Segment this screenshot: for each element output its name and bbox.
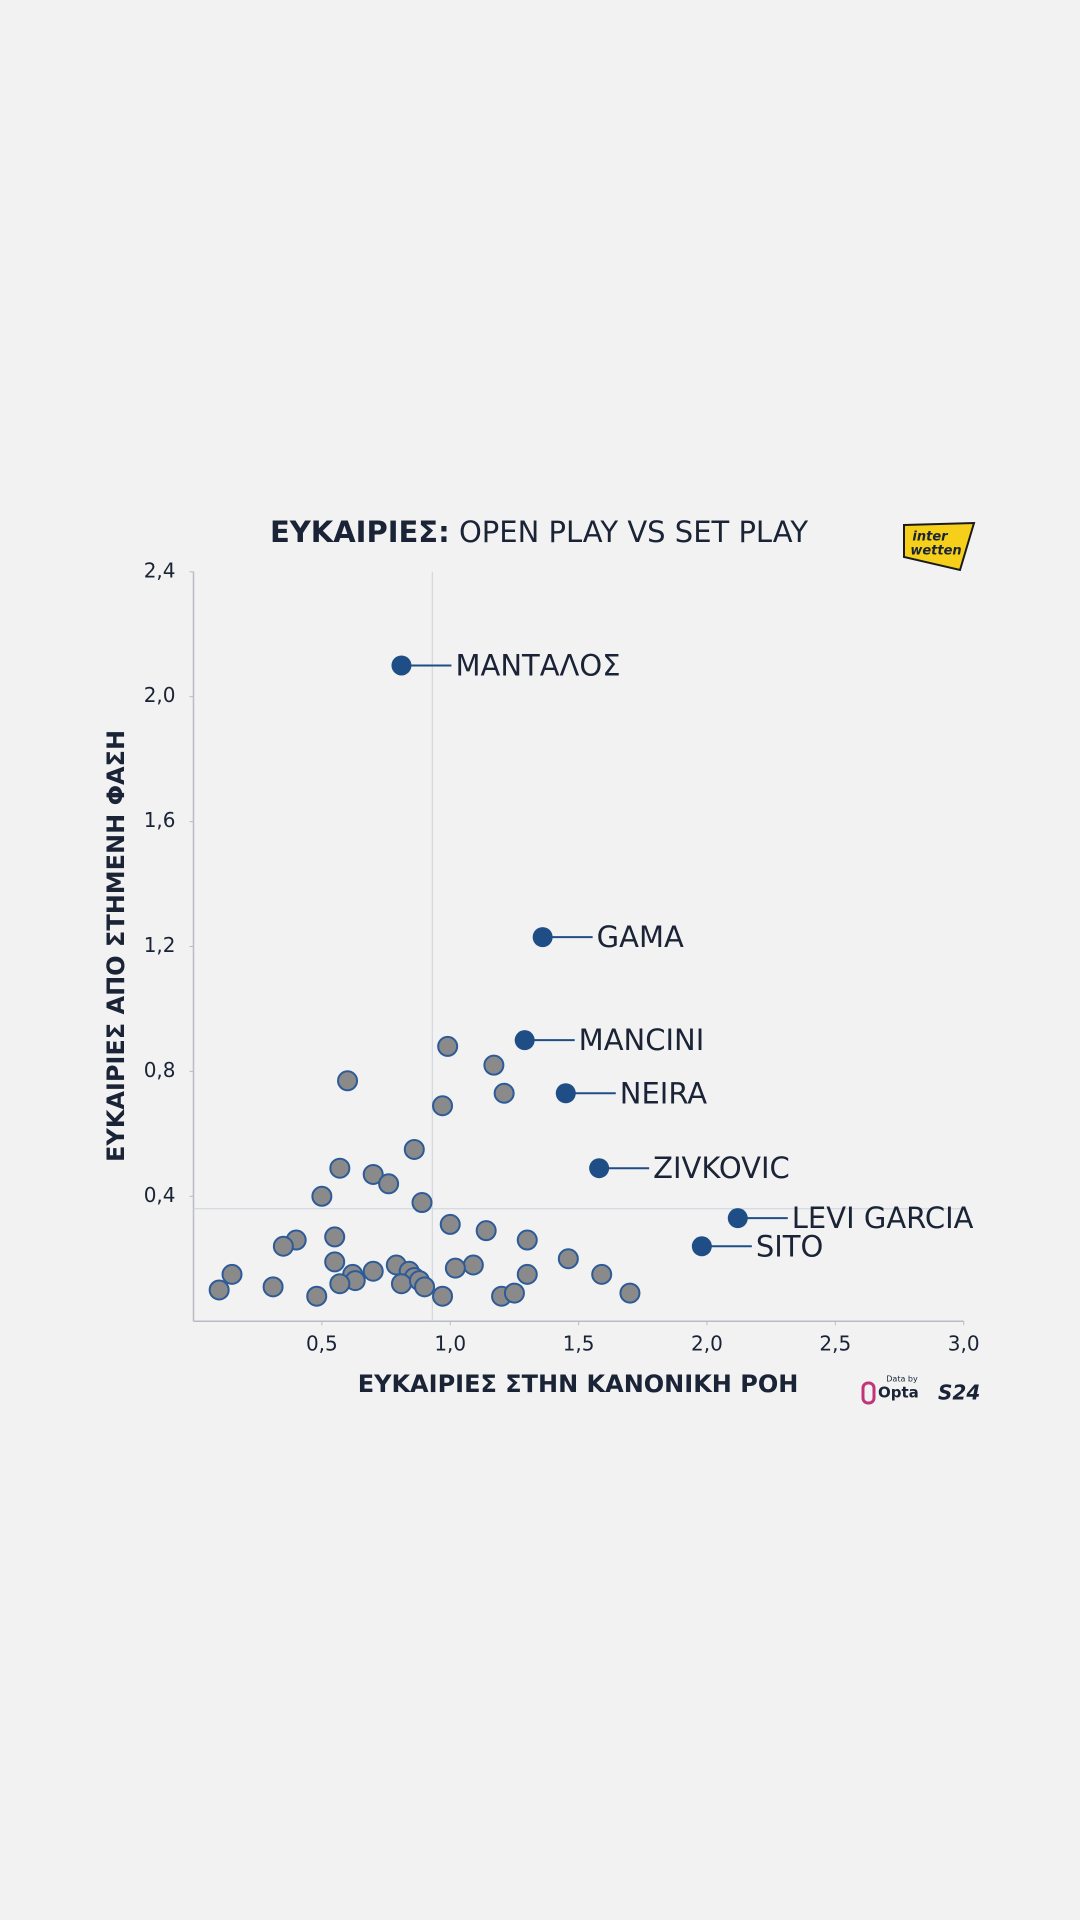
opta-icon <box>861 1381 876 1405</box>
point <box>378 1173 400 1195</box>
point <box>221 1263 243 1285</box>
point <box>362 1260 384 1282</box>
y-tick-label: 2,4 <box>144 558 176 582</box>
point <box>437 1035 459 1057</box>
y-tick-label: 0,4 <box>144 1183 176 1207</box>
point <box>403 1138 425 1160</box>
point <box>557 1248 579 1270</box>
point-label: MANCINI <box>579 1023 705 1057</box>
point <box>432 1095 454 1117</box>
point <box>432 1285 454 1307</box>
point <box>337 1070 359 1092</box>
chart-title: ΕΥΚΑΙΡΙΕΣ: OPEN PLAY VS SET PLAY <box>270 515 808 549</box>
point <box>414 1276 436 1298</box>
x-tick-label: 3,0 <box>948 1332 980 1356</box>
point <box>411 1192 433 1214</box>
y-tick-label: 0,8 <box>144 1058 176 1082</box>
point <box>591 1263 613 1285</box>
title-emphasis: ΕΥΚΑΙΡΙΕΣ: <box>270 515 450 549</box>
point <box>390 1273 412 1295</box>
point <box>462 1254 484 1276</box>
y-tick-label: 1,2 <box>144 933 176 957</box>
point-label: SITO <box>756 1229 824 1263</box>
data-credit: Data by Opta S24 <box>861 1375 980 1405</box>
sponsor-badge <box>903 521 976 572</box>
point <box>272 1235 294 1257</box>
point <box>493 1082 515 1104</box>
x-tick-label: 0,5 <box>306 1332 338 1356</box>
x-tick-label: 1,5 <box>563 1332 595 1356</box>
sponsor-text: inter <box>912 530 949 545</box>
point-label: NEIRA <box>620 1076 708 1110</box>
highlight-point <box>691 1236 712 1257</box>
point <box>324 1226 346 1248</box>
point-label: GAMA <box>597 920 684 954</box>
highlight-point <box>532 927 553 948</box>
publisher: S24 <box>938 1381 980 1405</box>
x-tick-label: 1,0 <box>434 1332 466 1356</box>
point <box>324 1251 346 1273</box>
x-tick-label: 2,5 <box>819 1332 851 1356</box>
point <box>483 1054 505 1076</box>
point <box>362 1163 384 1185</box>
point <box>444 1257 466 1279</box>
point <box>306 1285 328 1307</box>
point <box>619 1282 641 1304</box>
y-axis-label: ΕΥΚΑΙΡΙΕΣ ΑΠΟ ΣΤΗΜΕΝΗ ΦΑΣΗ <box>102 730 130 1162</box>
x-axis-label: ΕΥΚΑΙΡΙΕΣ ΣΤΗΝ ΚΑΝΟΝΙΚΗ ΡΟΗ <box>358 1370 799 1398</box>
sponsor-logo: inter wetten <box>903 521 976 572</box>
point-label: ΜΑΝΤΑΛΟΣ <box>455 648 620 682</box>
point <box>329 1273 351 1295</box>
point <box>329 1157 351 1179</box>
point <box>475 1220 497 1242</box>
highlight-point <box>589 1158 610 1179</box>
point <box>262 1276 284 1298</box>
title-text: OPEN PLAY VS SET PLAY <box>459 515 808 549</box>
point <box>208 1279 230 1301</box>
provider: Opta <box>878 1384 919 1402</box>
highlight-point <box>514 1030 535 1051</box>
point <box>516 1263 538 1285</box>
point <box>503 1282 525 1304</box>
point <box>516 1229 538 1251</box>
highlight-point <box>727 1208 748 1229</box>
x-tick-label: 2,0 <box>691 1332 723 1356</box>
highlight-point <box>555 1083 576 1104</box>
y-tick-label: 1,6 <box>144 808 176 832</box>
data-by: Data by <box>886 1375 918 1384</box>
point-label: LEVI GARCIA <box>792 1201 974 1235</box>
point-label: ZIVKOVIC <box>653 1151 790 1185</box>
y-tick-label: 2,0 <box>144 683 176 707</box>
sponsor-text: wetten <box>910 544 961 559</box>
point <box>311 1185 333 1207</box>
point <box>439 1213 461 1235</box>
highlight-point <box>391 655 412 676</box>
